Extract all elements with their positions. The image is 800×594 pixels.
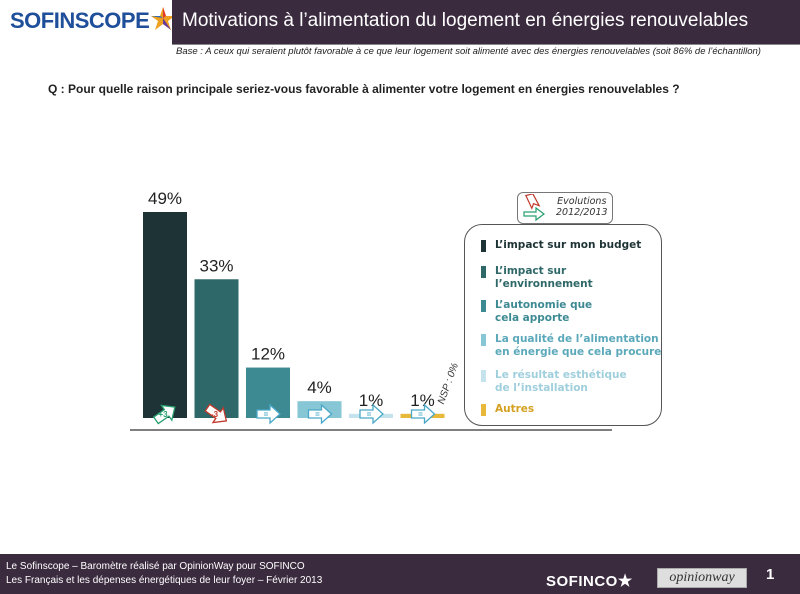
bar-value-label: 1% — [410, 391, 435, 410]
legend-label-line1: La qualité de l’alimentation — [495, 333, 659, 345]
page-title: Motivations à l’alimentation du logement… — [182, 10, 749, 31]
bar-value-label: 33% — [199, 256, 233, 275]
evolution-label: +3 — [158, 410, 168, 419]
legend-swatch — [481, 240, 486, 252]
arrow-right-icon: = — [359, 403, 384, 425]
evolutions-line1: Evolutions — [557, 196, 607, 207]
evolutions-box: Evolutions 2012/2013 — [517, 192, 613, 224]
legend-label-line1: L’impact sur mon budget — [495, 239, 642, 251]
evolution-label: = — [264, 410, 269, 419]
title-bar: Motivations à l’alimentation du logement… — [172, 0, 800, 44]
evolution-label: = — [367, 410, 372, 419]
legend-label-line2: cela apporte — [495, 312, 570, 324]
legend-swatch — [481, 300, 486, 312]
arrow-down-icon: -3 — [204, 403, 228, 424]
opinionway-logo: opinionway — [657, 568, 747, 588]
sofinscope-logo: SOFINSCOPE — [10, 7, 175, 34]
legend-label-line2: l’environnement — [495, 278, 593, 290]
page-number: 1 — [766, 566, 775, 583]
legend-label-line1: Autres — [495, 403, 535, 415]
arrow-up-icon: +3 — [152, 404, 176, 425]
evolution-label: -3 — [211, 410, 219, 419]
arrow-right-icon: = — [410, 403, 436, 425]
bar-value-label: 1% — [359, 391, 384, 410]
bar — [194, 279, 239, 418]
evolution-label: = — [418, 410, 423, 419]
evolutions-label: Evolutions 2012/2013 — [556, 196, 608, 218]
arrow-right-icon: = — [256, 403, 281, 425]
sofinco-star-icon: ★ — [617, 573, 633, 590]
evolution-arrow — [256, 403, 281, 425]
legend-label-line1: L’autonomie que — [495, 299, 593, 311]
evolution-arrow — [410, 403, 436, 425]
bar-value-label: 12% — [251, 345, 285, 364]
evolution-arrow — [152, 404, 176, 425]
legend-label: Le résultat esthétique de l’installation — [495, 369, 665, 395]
footer: Le Sofinscope – Baromètre réalisé par Op… — [0, 554, 800, 594]
legend-label-line1: L’impact sur — [495, 265, 567, 277]
legend-label: La qualité de l’alimentation en énergie … — [495, 333, 665, 359]
legend-label: L’autonomie que cela apporte — [495, 299, 665, 325]
legend-label-line2: de l’installation — [495, 382, 588, 394]
chart-legend: L’impact sur mon budget L’impact sur l’e… — [464, 224, 662, 426]
legend-swatch — [481, 370, 486, 382]
legend-label: L’impact sur l’environnement — [495, 265, 665, 291]
legend-swatch — [481, 266, 486, 278]
bar-value-label: 49% — [148, 189, 182, 208]
legend-swatch — [481, 334, 486, 346]
arrow-right-icon: = — [307, 403, 333, 425]
evolution-arrows-icon — [523, 194, 545, 222]
footer-line2: Les Français et les dépenses énergétique… — [6, 575, 323, 586]
footer-line1: Le Sofinscope – Baromètre réalisé par Op… — [6, 561, 305, 572]
sofinco-logo: SOFINCO★ — [546, 571, 633, 591]
bar-value-label: 4% — [307, 378, 332, 397]
sofinco-logo-text: SOFINCO — [546, 573, 618, 590]
bar — [143, 212, 187, 418]
legend-label: L’impact sur mon budget — [495, 239, 665, 252]
evolution-arrow — [307, 403, 333, 425]
logo-star-icon — [151, 7, 175, 30]
legend-label-line1: Le résultat esthétique — [495, 369, 627, 381]
evolutions-line2: 2012/2013 — [556, 207, 608, 218]
title-rule — [172, 44, 800, 45]
legend-label-line2: en énergie que cela procure — [495, 346, 662, 358]
evolution-label: = — [315, 410, 320, 419]
base-note: Base : A ceux qui seraient plutôt favora… — [176, 46, 761, 57]
evolution-arrow — [359, 403, 384, 425]
logo-text: SOFINSCOPE — [10, 8, 150, 33]
legend-swatch — [481, 404, 486, 416]
evolution-arrow — [204, 403, 228, 424]
legend-label: Autres — [495, 403, 665, 416]
survey-question: Q : Pour quelle raison principale seriez… — [48, 82, 680, 96]
